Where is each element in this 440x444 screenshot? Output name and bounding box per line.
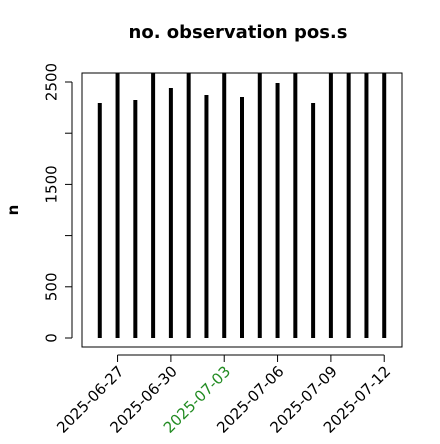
y-tick-label: 1500	[43, 165, 61, 203]
plot-frame	[81, 72, 403, 348]
y-tick-label: 0	[43, 333, 61, 343]
y-tick-label: 500	[43, 272, 61, 301]
y-axis-label: n	[4, 205, 22, 216]
chart-title: no. observation pos.s	[129, 22, 348, 43]
bars	[97, 73, 387, 338]
y-tick-label: 2500	[43, 63, 61, 101]
